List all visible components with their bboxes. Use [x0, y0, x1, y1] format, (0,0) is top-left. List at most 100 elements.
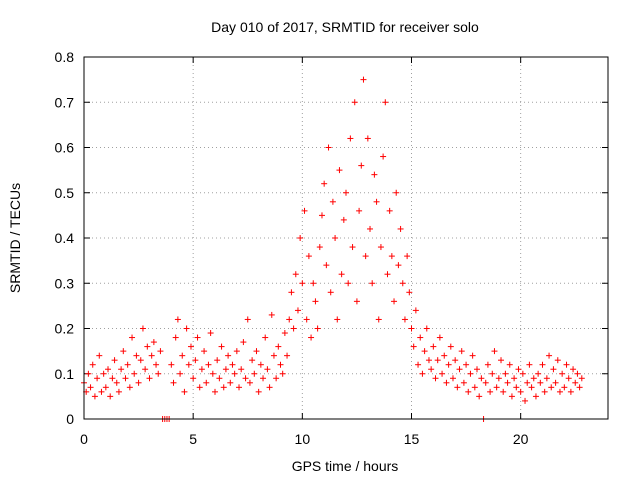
data-point — [113, 379, 120, 386]
data-point — [118, 366, 125, 373]
data-point — [246, 379, 253, 386]
data-point — [515, 366, 522, 373]
data-point — [495, 375, 502, 382]
data-point — [371, 171, 378, 178]
data-point — [273, 375, 280, 382]
data-point — [511, 375, 518, 382]
data-point — [172, 334, 179, 341]
data-point — [87, 384, 94, 391]
data-point — [336, 167, 343, 174]
data-point — [362, 253, 369, 260]
data-point — [318, 212, 325, 219]
data-point — [174, 316, 181, 323]
data-point — [565, 375, 572, 382]
data-point — [384, 271, 391, 278]
data-point — [548, 384, 555, 391]
data-point — [550, 366, 557, 373]
data-point — [504, 379, 511, 386]
data-point — [107, 393, 114, 400]
data-point — [255, 388, 262, 395]
data-point — [297, 235, 304, 241]
data-point — [393, 189, 400, 196]
y-tick-label: 0.7 — [55, 94, 75, 110]
data-point — [262, 334, 269, 341]
data-point — [530, 375, 537, 382]
data-point — [572, 379, 579, 386]
data-point — [122, 375, 129, 382]
data-point — [417, 334, 424, 341]
data-point — [561, 384, 568, 391]
data-point — [185, 361, 192, 368]
data-point — [493, 384, 500, 391]
x-tick-label: 20 — [513, 431, 529, 447]
data-point — [574, 370, 581, 377]
data-point — [277, 361, 284, 368]
data-point — [281, 330, 288, 337]
data-point — [102, 384, 109, 391]
data-point — [303, 316, 310, 323]
data-point — [150, 339, 157, 346]
y-tick-label: 0.2 — [55, 321, 75, 337]
data-point — [284, 352, 291, 359]
data-point — [539, 361, 546, 368]
data-point — [408, 325, 415, 332]
data-point — [364, 135, 371, 142]
data-point — [314, 325, 321, 332]
data-point — [508, 393, 515, 400]
data-point — [524, 379, 531, 386]
data-point — [474, 366, 480, 373]
data-point — [541, 388, 548, 395]
y-tick-label: 0.6 — [55, 140, 75, 156]
data-point — [181, 388, 188, 395]
data-point — [218, 343, 225, 350]
data-point — [198, 366, 205, 373]
data-point — [257, 361, 264, 368]
data-point — [305, 253, 312, 260]
data-point — [131, 370, 138, 377]
data-point — [301, 207, 308, 214]
data-point — [292, 271, 299, 278]
data-point — [367, 225, 374, 232]
data-point — [142, 366, 149, 373]
data-point — [203, 379, 210, 386]
data-point — [229, 361, 236, 368]
data-point — [425, 357, 432, 364]
y-tick-label: 0.3 — [55, 275, 75, 291]
data-point — [209, 370, 216, 377]
data-point — [214, 357, 221, 364]
data-point — [179, 352, 186, 359]
data-point — [349, 244, 356, 251]
data-point — [469, 352, 476, 359]
data-point — [183, 325, 190, 332]
data-point — [554, 357, 561, 364]
data-point — [517, 388, 524, 395]
data-point — [434, 357, 441, 364]
data-point — [576, 384, 583, 391]
data-point — [222, 366, 229, 373]
data-point — [380, 153, 387, 160]
data-point — [144, 343, 151, 350]
data-point — [264, 366, 271, 373]
data-point — [423, 325, 430, 332]
data-point — [519, 370, 526, 377]
plot-frame — [83, 56, 609, 420]
data-point — [430, 343, 437, 350]
data-point — [94, 375, 101, 382]
data-point — [351, 99, 358, 106]
data-point — [212, 388, 218, 395]
data-point — [552, 379, 559, 386]
data-points — [81, 76, 585, 422]
data-point — [334, 316, 341, 323]
y-axis-label: SRMTID / TECUs — [7, 183, 23, 293]
data-point — [139, 325, 146, 332]
data-point — [452, 357, 459, 364]
data-point — [369, 280, 376, 287]
data-point — [563, 361, 570, 368]
data-point — [327, 289, 334, 296]
data-point — [484, 361, 491, 368]
data-point — [406, 289, 413, 296]
data-point — [415, 361, 422, 368]
data-point — [155, 370, 162, 377]
data-point — [377, 244, 384, 251]
data-point — [288, 289, 295, 296]
